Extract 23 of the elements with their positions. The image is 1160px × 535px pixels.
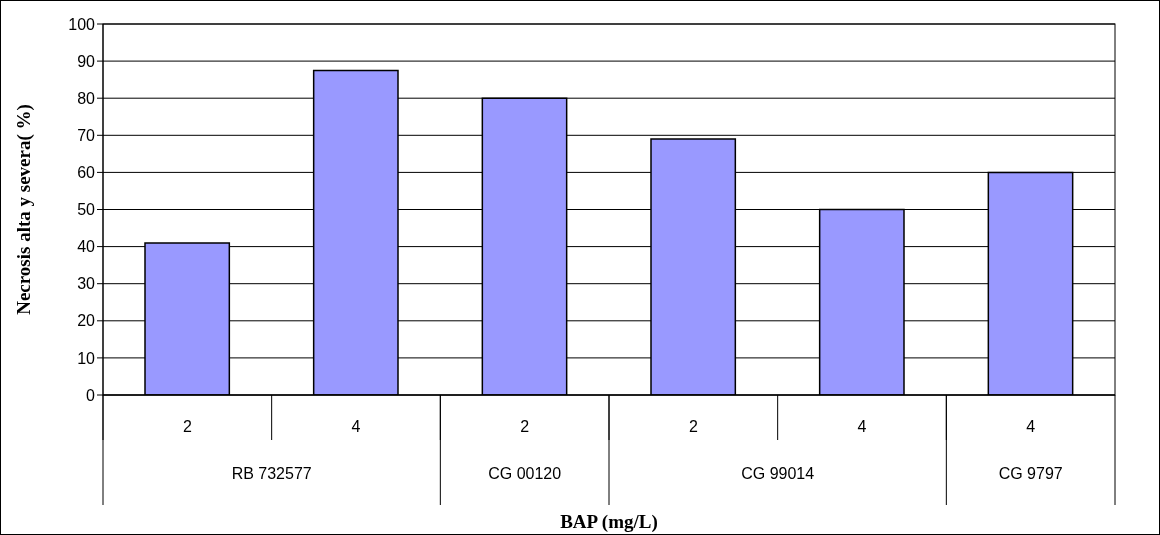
x-tick-label: 2 [520,418,530,436]
y-tick-label: 30 [77,275,96,293]
y-tick-label: 60 [77,164,96,182]
x-tick-label: 4 [857,418,867,436]
y-tick-label: 0 [86,386,96,404]
x-tick-label: 2 [688,418,698,436]
y-tick-label: 90 [77,52,96,70]
text: CG 00120 [488,465,562,482]
y-tick-label: 100 [68,15,96,33]
x-tick-label: 4 [1026,418,1036,436]
text: CG 99014 [741,465,815,482]
y-tick-label: 10 [77,349,96,367]
x-tick-label: 2 [182,418,192,436]
y-tick-label: 50 [77,201,96,219]
y-axis-title: Necrosis alta y severa( %) [13,104,35,315]
y-tick-label: 20 [77,312,96,330]
y-tick-label: 70 [77,126,96,144]
text: CG 9797 [998,465,1063,482]
y-tick-label: 80 [77,89,96,107]
y-tick-label: 40 [77,238,96,256]
x-tick-label: 4 [351,418,361,436]
text: RB 732577 [231,465,312,482]
x-axis-title: BAP (mg/L) [560,511,658,533]
